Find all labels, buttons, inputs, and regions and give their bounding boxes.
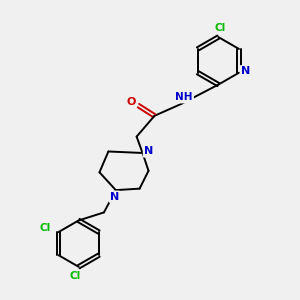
Text: Cl: Cl xyxy=(70,271,81,281)
Text: N: N xyxy=(110,192,119,202)
Text: Cl: Cl xyxy=(40,223,51,232)
Text: NH: NH xyxy=(176,92,193,102)
Text: N: N xyxy=(241,66,250,76)
Text: N: N xyxy=(144,146,153,157)
Text: Cl: Cl xyxy=(214,23,226,33)
Text: O: O xyxy=(127,97,136,107)
